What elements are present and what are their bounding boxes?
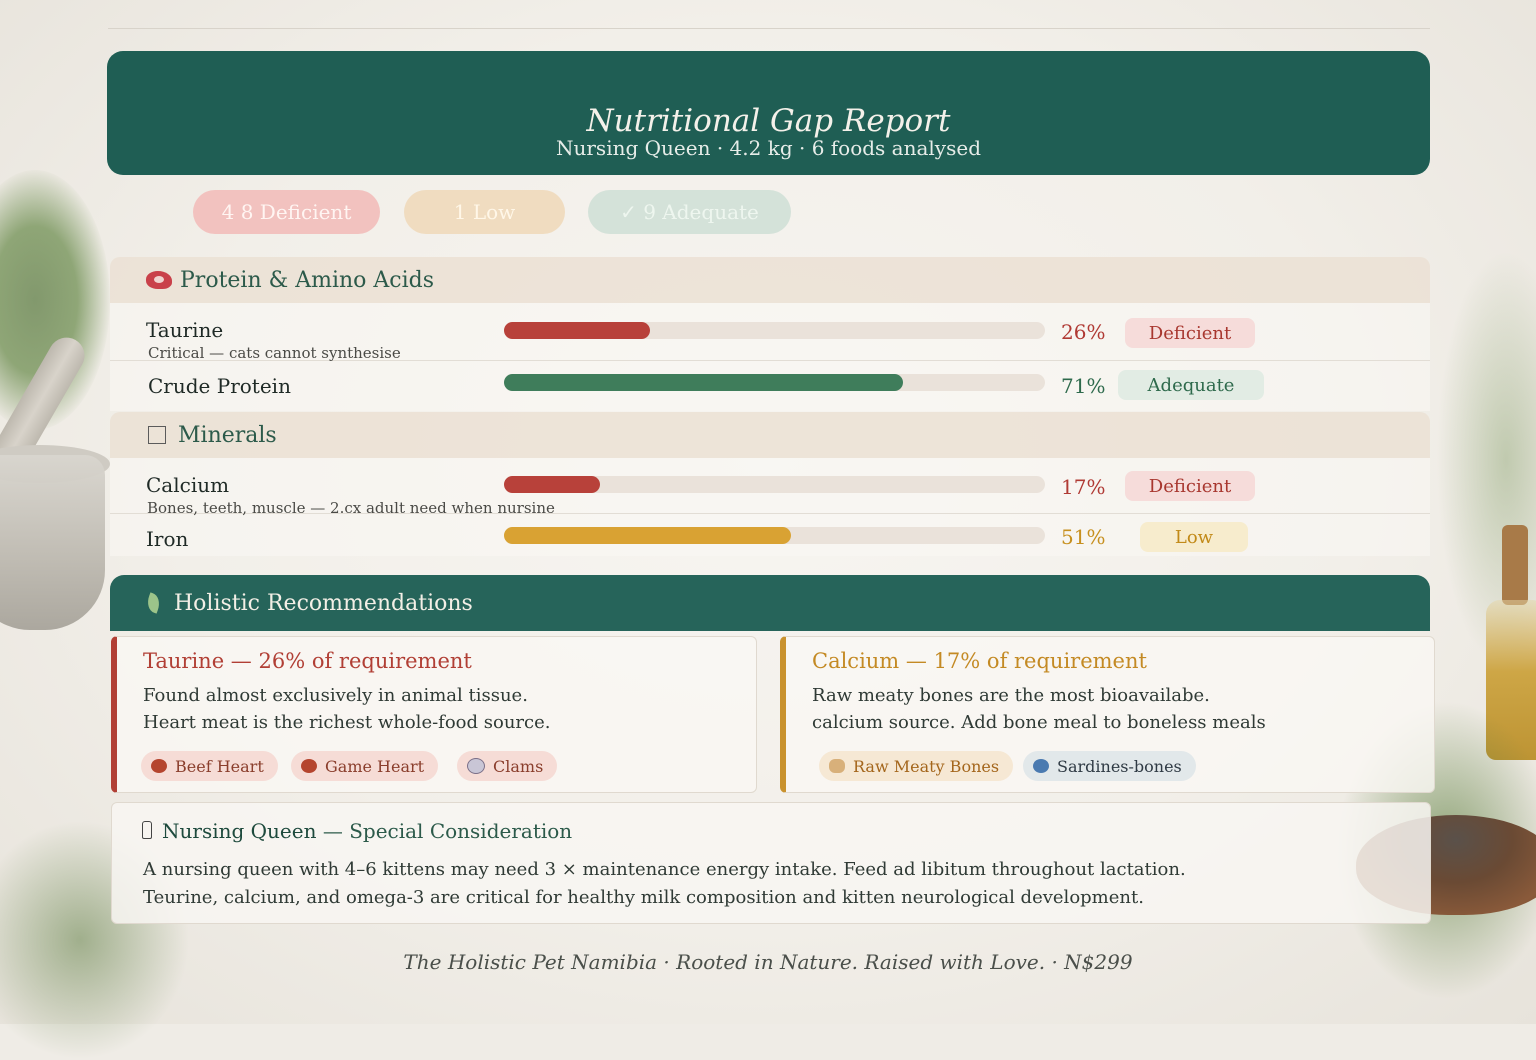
row-divider bbox=[110, 513, 1430, 514]
food-chip-sardines-bones[interactable]: Sardines-bones bbox=[1023, 751, 1196, 781]
progress-track bbox=[504, 322, 1045, 339]
nursing-consideration-panel: Nursing Queen — Special Consideration A … bbox=[111, 802, 1431, 924]
progress-fill bbox=[504, 374, 904, 391]
deficient-count-pill[interactable]: 4 8 Deficient bbox=[193, 190, 380, 234]
percent-label: 17% bbox=[1061, 475, 1106, 499]
recommendation-text: Found almost exclusively in animal tissu… bbox=[143, 685, 528, 706]
food-chip-raw-meaty-bones[interactable]: Raw Meaty Bones bbox=[819, 751, 1014, 781]
food-chip-label: Sardines-bones bbox=[1057, 756, 1182, 776]
nursing-title-bold: Nursing Queen bbox=[162, 819, 317, 843]
percent-label: 51% bbox=[1061, 525, 1106, 549]
nursing-text: A nursing queen with 4–6 kittens may nee… bbox=[143, 859, 1186, 880]
recommendation-heading: Taurine — 26% of requirement bbox=[143, 649, 472, 673]
food-chip-label: Clams bbox=[493, 756, 544, 776]
mortar-decoration bbox=[0, 455, 105, 630]
progress-fill bbox=[504, 322, 651, 339]
food-chip-label: Raw Meaty Bones bbox=[853, 756, 1000, 776]
progress-track bbox=[504, 527, 1045, 544]
checkbox-icon bbox=[148, 426, 166, 444]
progress-track bbox=[504, 374, 1045, 391]
recommendation-card-calcium: Calcium — 17% of requirement Raw meaty b… bbox=[780, 636, 1435, 793]
nutrient-name: Calcium bbox=[146, 473, 230, 497]
food-chip-clams[interactable]: Clams bbox=[457, 751, 558, 781]
progress-fill bbox=[504, 527, 791, 544]
recommendation-text: calcium source. Add bone meal to boneles… bbox=[812, 712, 1266, 733]
progress-fill bbox=[504, 476, 600, 493]
leaf-icon bbox=[144, 592, 164, 614]
report-title: Nutritional Gap Report bbox=[586, 103, 951, 139]
top-divider bbox=[108, 28, 1430, 29]
progress-track bbox=[504, 476, 1045, 493]
meat-icon bbox=[146, 271, 172, 289]
nursing-title: Nursing Queen — Special Consideration bbox=[142, 819, 572, 843]
percent-label: 71% bbox=[1061, 374, 1106, 398]
heart-meat-icon bbox=[301, 759, 317, 773]
nutrient-name: Taurine bbox=[146, 318, 224, 342]
nursing-title-rest: — Special Consideration bbox=[316, 819, 573, 843]
section-title-minerals: Minerals bbox=[178, 422, 277, 448]
food-chip-beef-heart[interactable]: Beef Heart bbox=[141, 751, 278, 781]
recommendation-text: Heart meat is the richest whole-food sou… bbox=[143, 712, 551, 733]
adequate-count-pill[interactable]: ✓ 9 Adequate bbox=[588, 190, 791, 234]
footer-tagline: The Holistic Pet Namibia · Rooted in Nat… bbox=[403, 950, 1133, 974]
food-chip-game-heart[interactable]: Game Heart bbox=[291, 751, 439, 781]
report-subtitle: Nursing Queen · 4.2 kg · 6 foods analyse… bbox=[555, 136, 982, 160]
nutrient-note: Bones, teeth, muscle — 2.cx adult need w… bbox=[147, 499, 555, 517]
status-badge-deficient: Deficient bbox=[1125, 471, 1255, 501]
bone-icon bbox=[829, 759, 845, 773]
report-header: Nutritional Gap Report Nursing Queen · 4… bbox=[107, 51, 1430, 175]
section-title-protein: Protein & Amino Acids bbox=[180, 267, 435, 293]
status-badge-adequate: Adequate bbox=[1118, 370, 1264, 400]
sardine-icon bbox=[1033, 759, 1049, 773]
bottle-cork-decoration bbox=[1502, 525, 1528, 605]
heart-meat-icon bbox=[151, 759, 167, 773]
row-divider bbox=[110, 360, 1430, 361]
section-header-protein: Protein & Amino Acids bbox=[110, 257, 1430, 303]
status-badge-low: Low bbox=[1140, 522, 1248, 552]
nutrient-note: Critical — cats cannot synthesise bbox=[148, 344, 401, 362]
recommendations-title: Holistic Recommendations bbox=[174, 590, 473, 616]
food-chip-label: Beef Heart bbox=[175, 756, 264, 776]
clam-icon bbox=[467, 758, 485, 774]
recommendation-heading: Calcium — 17% of requirement bbox=[812, 649, 1147, 673]
recommendations-header: Holistic Recommendations bbox=[110, 575, 1430, 631]
nutrient-name: Iron bbox=[146, 527, 189, 551]
percent-label: 26% bbox=[1061, 320, 1106, 344]
section-header-minerals: Minerals bbox=[110, 412, 1430, 458]
nursing-text: Teurine, calcium, and omega-3 are critic… bbox=[143, 887, 1144, 908]
bottle-icon bbox=[142, 821, 152, 839]
food-chip-label: Game Heart bbox=[325, 756, 425, 776]
recommendation-text: Raw meaty bones are the most bioavailabe… bbox=[812, 685, 1210, 706]
recommendation-card-taurine: Taurine — 26% of requirement Found almos… bbox=[111, 636, 757, 793]
status-badge-deficient: Deficient bbox=[1125, 318, 1255, 348]
nutrient-name: Crude Protein bbox=[148, 374, 291, 398]
low-count-pill[interactable]: 1 Low bbox=[404, 190, 565, 234]
